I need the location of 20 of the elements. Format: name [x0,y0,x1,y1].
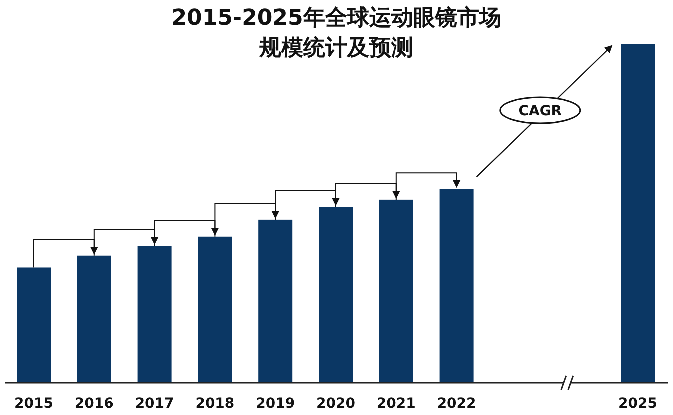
annotation: CAGR [518,104,562,120]
bar [621,44,655,383]
bar [379,200,414,383]
bar [138,246,172,383]
bar [440,189,474,383]
x-tick-label: 2020 [316,396,356,412]
x-tick-label: 2021 [376,396,416,412]
x-tick-label: 2017 [135,396,174,412]
x-tick-label: 2015 [14,396,54,412]
x-tick-label: 2018 [196,396,235,412]
bar [17,268,51,383]
x-tick-label: 2025 [618,396,658,412]
bar [258,220,293,383]
x-tick-label: 2016 [74,396,114,412]
x-tick-label: 2019 [256,396,296,412]
chart-title: 2015-2025年全球运动眼镜市场规模统计及预测 [170,4,502,63]
bar [198,236,232,383]
bar [319,207,353,383]
bar [77,256,112,383]
x-tick-label: 2022 [437,396,476,412]
